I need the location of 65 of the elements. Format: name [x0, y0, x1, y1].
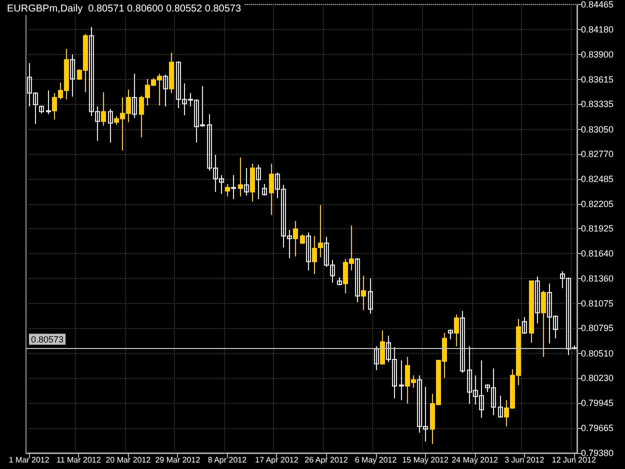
- y-tick-label: 0.84465: [581, 0, 614, 10]
- candlestick: [293, 220, 298, 257]
- x-tick-label: 20 Mar 2012: [106, 456, 152, 464]
- candlestick: [101, 92, 106, 126]
- candlestick: [312, 236, 317, 274]
- y-tick-label: 0.83900: [581, 49, 614, 60]
- candlestick: [374, 346, 379, 371]
- y-tick-label: 0.79380: [581, 448, 614, 458]
- candlestick: [269, 163, 274, 216]
- y-tick-label: 0.80230: [581, 373, 614, 384]
- candlestick: [399, 360, 404, 401]
- y-tick-label: 0.82205: [581, 198, 614, 209]
- candlestick: [132, 73, 137, 118]
- x-tick-label: 26 Apr 2012: [304, 456, 348, 464]
- x-tick-label: 1 Mar 2012: [8, 456, 50, 464]
- candlestick: [250, 163, 255, 202]
- candlestick: [163, 74, 168, 107]
- x-tick-label: 12 Jun 2012: [552, 456, 596, 464]
- candlestick: [256, 164, 261, 200]
- y-tick-label: 0.80510: [581, 348, 614, 358]
- candlestick: [355, 258, 360, 303]
- candlestick: [225, 183, 230, 197]
- x-tick-label: 8 Apr 2012: [208, 456, 248, 464]
- y-tick-label: 0.81640: [581, 248, 614, 259]
- x-tick-label: 6 May 2012: [354, 456, 398, 464]
- candlestick: [231, 174, 236, 200]
- candlestick: [108, 108, 113, 144]
- candlestick: [522, 316, 527, 334]
- candlestick: [454, 314, 459, 347]
- candlestick: [380, 330, 385, 366]
- y-tick-label: 0.79665: [581, 422, 614, 433]
- candlestick: [535, 276, 540, 324]
- candlestick: [300, 234, 305, 244]
- y-tick-label: 0.81075: [581, 298, 614, 308]
- candlestick: [70, 54, 75, 98]
- y-tick-label: 0.80795: [581, 323, 614, 334]
- candlestick: [46, 90, 51, 115]
- candlestick: [460, 310, 465, 374]
- y-tick-label: 0.83050: [581, 124, 614, 134]
- x-tick-label: 3 Jun 2012: [504, 456, 545, 464]
- y-tick-label: 0.81925: [581, 224, 614, 234]
- y-tick-label: 0.83335: [581, 99, 614, 110]
- x-tick-label: 24 May 2012: [452, 456, 499, 464]
- candlestick: [318, 204, 323, 258]
- y-tick-label: 0.79945: [581, 398, 614, 408]
- y-tick-label: 0.84180: [581, 24, 614, 35]
- x-tick-label: 11 Mar 2012: [56, 456, 102, 464]
- candlestick: [541, 290, 546, 358]
- candlestick: [361, 275, 366, 311]
- candlestick: [262, 183, 267, 196]
- x-tick-label: 17 Apr 2012: [255, 456, 299, 464]
- candlestick: [498, 395, 503, 418]
- y-tick-label: 0.82485: [581, 174, 614, 184]
- chart-title: EURGBPm,Daily 0.80571 0.80600 0.80552 0.80573: [7, 4, 242, 14]
- y-tick-label: 0.83615: [581, 74, 614, 84]
- y-tick-label: 0.82770: [581, 149, 614, 159]
- candlestick: [368, 278, 373, 314]
- candlestick: [238, 157, 243, 197]
- y-tick-label: 0.81360: [581, 273, 614, 284]
- candlestick: [244, 168, 249, 196]
- ref-line-label: 0.80573: [31, 334, 64, 344]
- candlestick: [448, 329, 453, 340]
- candlestick: [306, 232, 311, 271]
- x-tick-label: 15 May 2012: [402, 456, 449, 464]
- x-tick-label: 29 Mar 2012: [155, 456, 201, 464]
